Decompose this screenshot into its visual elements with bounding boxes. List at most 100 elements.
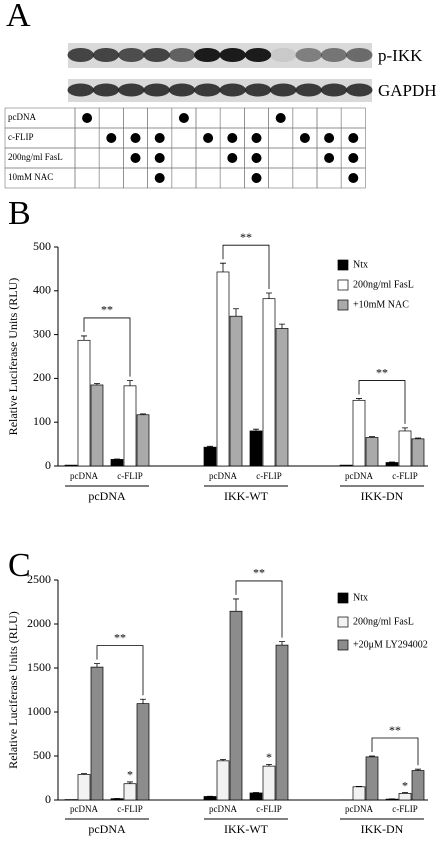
- legend-label: Ntx: [353, 259, 368, 270]
- error-bar: [233, 308, 239, 317]
- band: [320, 48, 348, 62]
- bar: [203, 796, 217, 801]
- table-cell: [74, 147, 100, 169]
- error-bar: [266, 763, 272, 767]
- table-cell: [195, 107, 221, 129]
- bar: [398, 430, 412, 467]
- dot: [203, 133, 214, 143]
- bar: [216, 271, 230, 467]
- y-tick-label: 100: [33, 414, 51, 428]
- band: [67, 83, 94, 97]
- group-label: pcDNA: [88, 822, 126, 836]
- dot: [227, 153, 238, 163]
- table-cell: [123, 167, 148, 189]
- dot: [154, 153, 165, 163]
- x-tick-label: c-FLIP: [117, 804, 143, 814]
- table-cell: [171, 147, 197, 169]
- dot: [178, 113, 189, 123]
- table-cell: [292, 147, 318, 169]
- legend-swatch: [337, 259, 349, 271]
- bracket-label: **: [240, 230, 252, 244]
- table-cell: [74, 167, 100, 189]
- bracket: [222, 244, 270, 289]
- band: [346, 48, 373, 62]
- bracket: [96, 645, 144, 696]
- x-tick-label: pcDNA: [209, 804, 237, 814]
- dot: [348, 133, 359, 143]
- error-bar: [233, 598, 239, 612]
- error-bar: [266, 292, 272, 299]
- table-cell: [292, 107, 318, 129]
- band: [244, 83, 272, 97]
- error-bar: [140, 413, 146, 415]
- bar: [365, 437, 379, 467]
- dot: [251, 153, 262, 163]
- bar: [262, 765, 276, 801]
- table-cell: [171, 167, 197, 189]
- group-label: IKK-DN: [361, 822, 404, 836]
- x-tick-label: pcDNA: [345, 804, 373, 814]
- error-bar: [207, 445, 213, 448]
- x-tick-label: pcDNA: [70, 804, 98, 814]
- bar: [339, 464, 353, 467]
- bar: [216, 760, 230, 801]
- dot: [299, 133, 310, 143]
- row-label: 10mM NAC: [8, 172, 53, 182]
- bracket: [371, 737, 419, 766]
- dot: [227, 133, 238, 143]
- band: [295, 83, 322, 97]
- band: [270, 48, 297, 62]
- error-bar: [402, 427, 408, 431]
- bracket-label: **: [253, 566, 265, 580]
- band: [194, 83, 221, 97]
- bar: [110, 459, 124, 467]
- legend-label: 200ng/ml FasL: [353, 279, 414, 290]
- bracket-label: **: [376, 365, 388, 379]
- dot: [130, 133, 141, 143]
- table-cell: [219, 107, 245, 129]
- x-tick-label: c-FLIP: [392, 471, 418, 481]
- y-tick-label: 200: [33, 370, 51, 384]
- legend-label: +10mM NAC: [353, 299, 409, 310]
- bar: [352, 399, 366, 467]
- bar: [123, 783, 137, 801]
- error-bar: [94, 383, 100, 385]
- row-label: pcDNA: [8, 112, 36, 122]
- y-tick-label: 2000: [27, 616, 51, 630]
- y-tick-label: 1500: [27, 660, 51, 674]
- bar: [90, 384, 104, 467]
- bar: [136, 414, 150, 467]
- x-tick-label: pcDNA: [345, 471, 373, 481]
- bracket: [358, 380, 406, 424]
- band: [244, 48, 272, 62]
- legend-swatch: [337, 279, 349, 291]
- bar: [229, 610, 243, 801]
- bar: [262, 298, 276, 467]
- group-label: IKK-DN: [361, 489, 404, 503]
- y-tick-label: 500: [33, 748, 51, 762]
- table-cell: [340, 167, 366, 189]
- x-tick-label: pcDNA: [209, 471, 237, 481]
- error-bar: [415, 437, 421, 439]
- error-bar: [253, 428, 259, 431]
- table-cell: [292, 167, 318, 189]
- table-cell: [268, 147, 294, 169]
- error-bar: [369, 755, 375, 757]
- y-tick-label: 500: [33, 239, 51, 253]
- band: [295, 48, 322, 62]
- x-tick-label: c-FLIP: [117, 471, 143, 481]
- error-bar: [415, 768, 421, 771]
- blot-label: p-IKK: [378, 46, 423, 65]
- dot: [154, 173, 165, 183]
- dot: [82, 113, 93, 123]
- table-cell: [219, 167, 245, 189]
- bar: [398, 793, 412, 801]
- table-cell: [74, 127, 100, 149]
- band: [67, 48, 94, 62]
- error-bar: [94, 663, 100, 668]
- band: [219, 83, 246, 97]
- legend-swatch: [337, 616, 349, 628]
- panel-letter: C: [8, 547, 31, 584]
